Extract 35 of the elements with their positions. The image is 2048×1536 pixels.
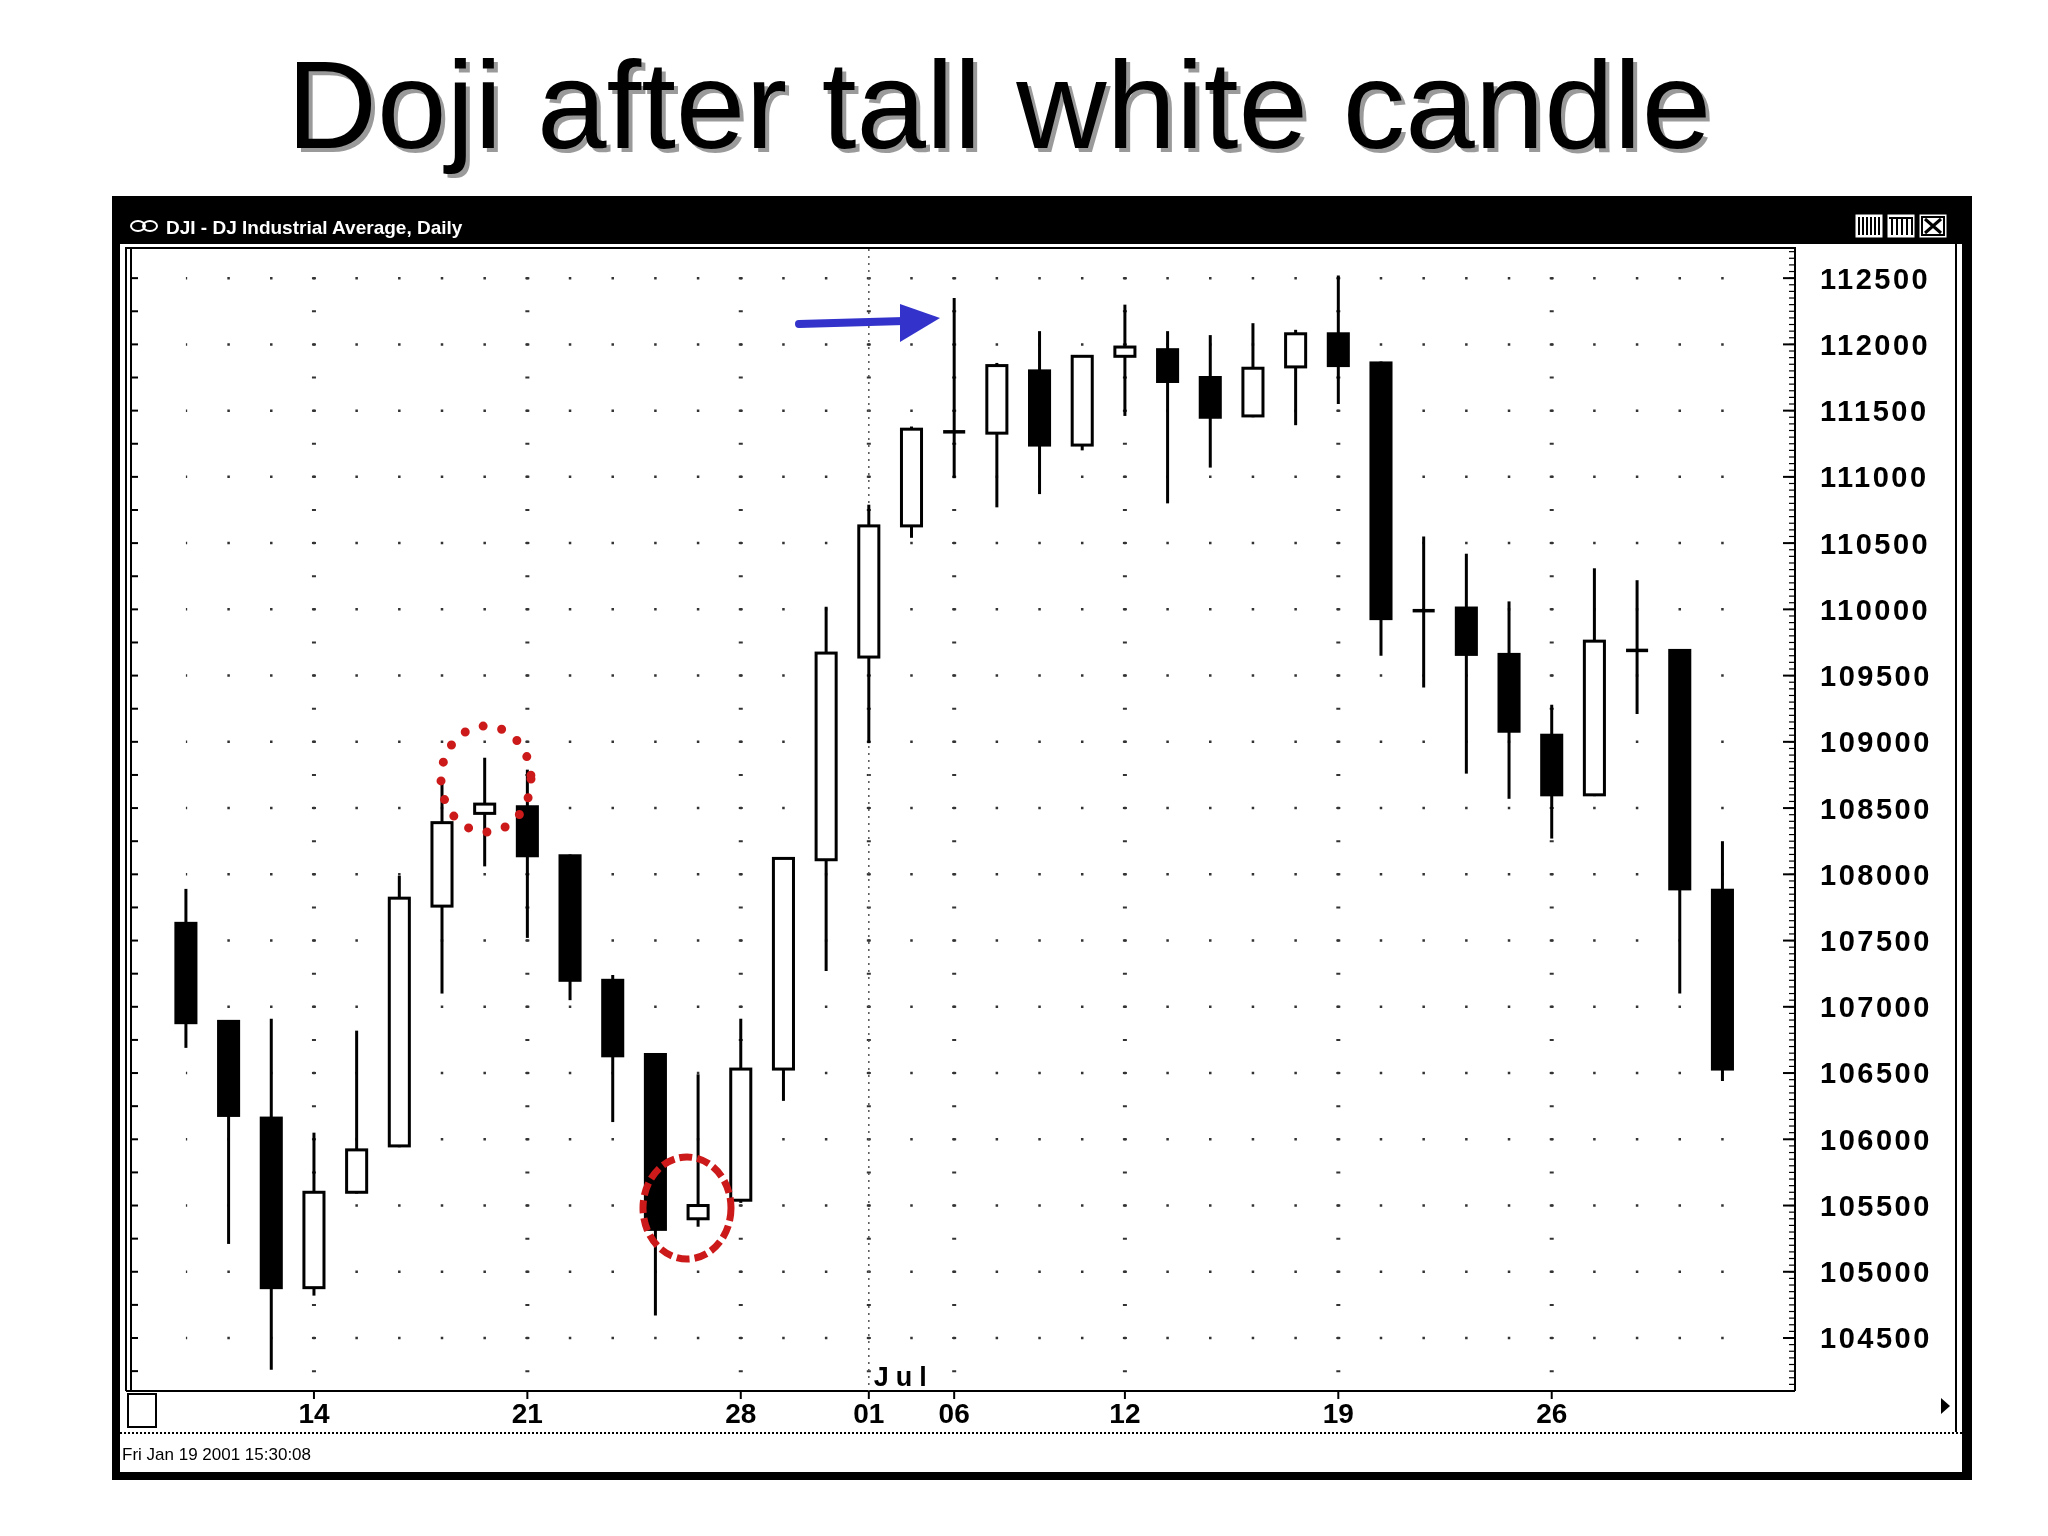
x-tick-label: 21 xyxy=(511,1398,543,1429)
chart-title: Doji after tall white candle xyxy=(286,35,1712,174)
candlestick xyxy=(1626,580,1650,715)
y-tick-label: 110500 xyxy=(1820,527,1931,560)
y-tick-label: 106000 xyxy=(1820,1123,1932,1156)
text: Fri Jan 19 2001 15:30:08 xyxy=(122,1445,312,1464)
y-tick-label: 112000 xyxy=(1820,328,1931,361)
y-tick-label: 107000 xyxy=(1820,991,1932,1024)
y-tick-label: 109000 xyxy=(1820,726,1932,759)
x-tick-label: 19 xyxy=(1322,1398,1354,1429)
ref-line-label: Jul xyxy=(873,1362,934,1392)
y-tick-label: 105500 xyxy=(1820,1189,1932,1222)
x-tick-label: 28 xyxy=(725,1398,757,1429)
candlestick xyxy=(686,1074,710,1227)
y-tick-label: 111500 xyxy=(1820,395,1929,428)
y-tick-label: 112500 xyxy=(1820,262,1931,295)
x-tick-label: 12 xyxy=(1109,1398,1141,1429)
y-tick-label: 109500 xyxy=(1820,660,1932,693)
x-tick-label: 01 xyxy=(853,1398,885,1429)
y-tick-label: 108000 xyxy=(1820,858,1932,891)
y-tick-label: 104500 xyxy=(1820,1322,1932,1355)
x-tick-label: 06 xyxy=(938,1398,970,1429)
y-tick-label: 107500 xyxy=(1820,925,1932,957)
candlestick xyxy=(943,298,966,480)
x-tick-label: 14 xyxy=(298,1398,330,1429)
candlestick xyxy=(1412,536,1435,688)
chart-subtitle: DJI - DJ Industrial Average, Daily xyxy=(166,217,463,238)
y-tick-label: 106500 xyxy=(1820,1057,1932,1090)
candlestick xyxy=(1113,304,1137,416)
y-tick-label: 110000 xyxy=(1820,593,1931,626)
y-tick-label: 108500 xyxy=(1820,792,1932,825)
x-tick-label: 26 xyxy=(1536,1398,1568,1429)
y-tick-label: 111000 xyxy=(1820,461,1929,494)
candlestick xyxy=(473,757,497,867)
y-tick-label: 105000 xyxy=(1820,1256,1932,1289)
